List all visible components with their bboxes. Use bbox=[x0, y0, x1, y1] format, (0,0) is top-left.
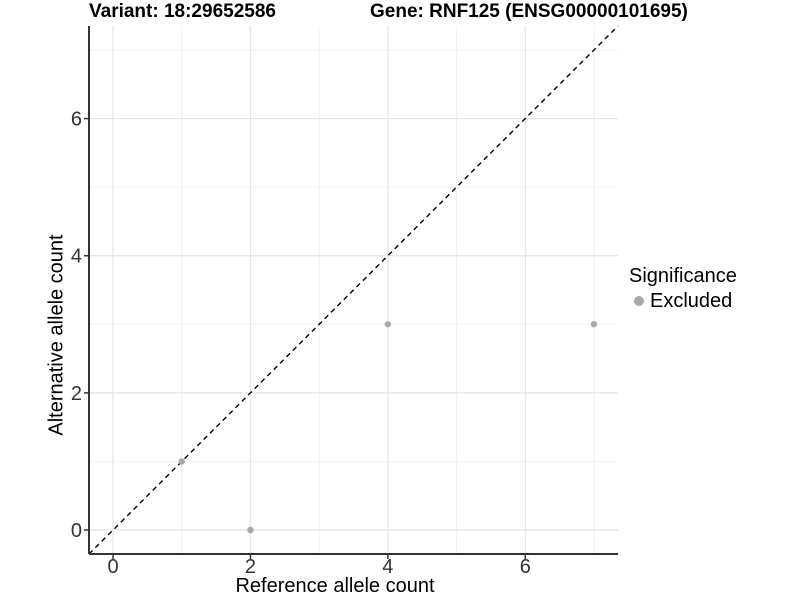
x-tick-label: 0 bbox=[107, 556, 118, 578]
y-tick-label: 0 bbox=[71, 520, 82, 542]
identity-line bbox=[88, 25, 619, 555]
legend-title: Significance bbox=[629, 265, 737, 287]
x-tick-label: 2 bbox=[245, 556, 256, 578]
y-tick-label: 6 bbox=[71, 109, 82, 131]
x-tick-label: 6 bbox=[520, 556, 531, 578]
y-axis-title: Alternative allele count bbox=[45, 234, 68, 436]
x-axis-title: Reference allele count bbox=[235, 575, 435, 597]
y-tick-label: 4 bbox=[71, 246, 82, 268]
data-point bbox=[178, 458, 185, 465]
variant-title: Variant: 18:29652586 bbox=[89, 1, 276, 22]
data-point bbox=[590, 321, 598, 328]
gene-title: Gene: RNF125 (ENSG00000101695) bbox=[370, 1, 688, 22]
legend-item-label: Excluded bbox=[650, 290, 733, 312]
data-point bbox=[384, 321, 392, 328]
y-tick-label: 2 bbox=[71, 383, 82, 405]
x-tick-label: 4 bbox=[382, 556, 393, 578]
legend-point-icon bbox=[634, 296, 644, 306]
legend-item-excluded: Excluded bbox=[629, 290, 737, 312]
legend: Significance Excluded bbox=[629, 265, 737, 312]
data-point bbox=[247, 526, 254, 534]
